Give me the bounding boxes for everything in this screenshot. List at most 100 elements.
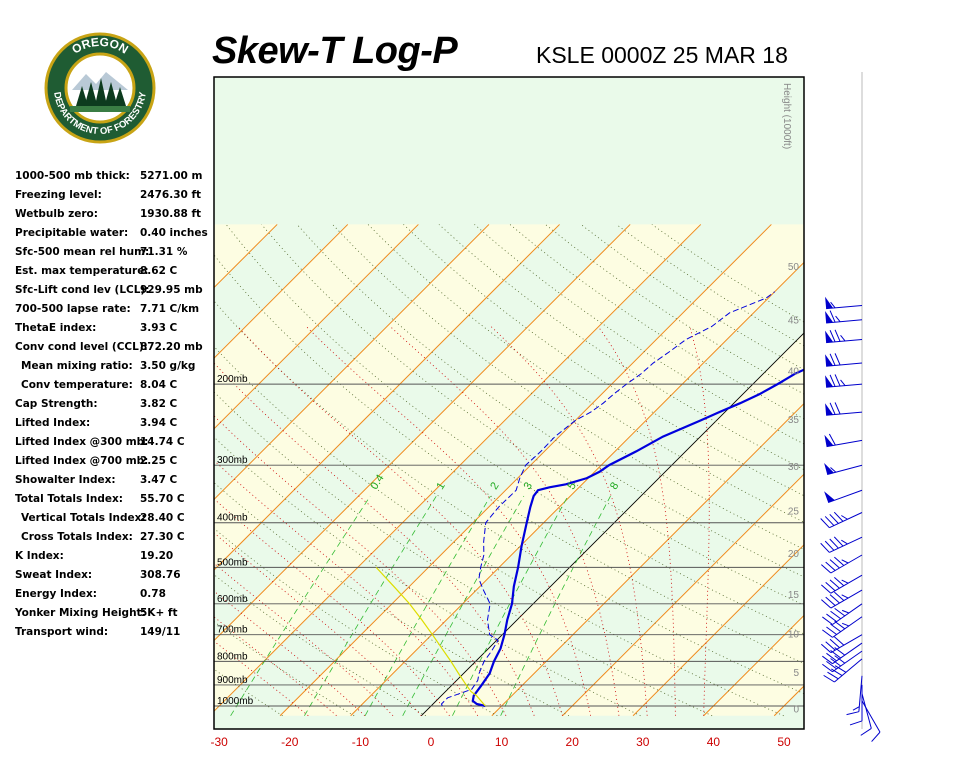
- temperature-tick-label: -10: [352, 735, 370, 749]
- station-time-label: KSLE 0000Z 25 MAR 18: [536, 42, 788, 68]
- dewpoint-profile-line: [440, 291, 775, 707]
- wind-barb: [825, 329, 863, 344]
- stat-label: K Index:: [15, 550, 64, 562]
- stat-value: 28.40 C: [140, 512, 185, 524]
- isotherm-line: [350, 261, 804, 717]
- dry-adiabat: [214, 436, 641, 717]
- wind-barb: [825, 310, 863, 324]
- stat-label: Freezing level:: [15, 189, 102, 201]
- stat-label: 1000-500 mb thick:: [15, 170, 130, 182]
- wind-barb: [822, 603, 863, 625]
- pressure-label: 700mb: [217, 625, 248, 636]
- stat-value: 7.71 C/km: [140, 303, 200, 315]
- wind-barb: [822, 650, 863, 673]
- pressure-label: 600mb: [217, 594, 248, 605]
- mixing-ratio-label: 5: [566, 480, 579, 492]
- height-tick-label: 10: [788, 630, 800, 641]
- wind-barb: [822, 642, 863, 665]
- stat-value: 929.95 mb: [140, 284, 203, 296]
- wind-barb: [824, 489, 863, 504]
- stat-value: 3.82 C: [140, 398, 178, 410]
- stat-value: 5271.00 m: [140, 170, 203, 182]
- stat-label: Lifted Index @300 mb:: [15, 436, 149, 448]
- isotherm-band: [845, 224, 960, 715]
- height-axis-label: Height (1000ft): [781, 83, 792, 149]
- stat-label: Lifted Index:: [15, 417, 91, 429]
- stat-label: Showalter Index:: [15, 474, 116, 486]
- temperature-tick-label: -20: [281, 735, 299, 749]
- stat-value: 1930.88 ft: [140, 208, 202, 220]
- wind-barb: [825, 374, 863, 388]
- plot-background: [214, 77, 804, 729]
- stat-label: Energy Index:: [15, 588, 97, 600]
- stat-label: Sweat Index:: [15, 569, 93, 581]
- temperature-tick-label: 30: [636, 735, 650, 749]
- wind-barb: [821, 634, 863, 654]
- wind-barb: [820, 511, 863, 529]
- dry-adiabat: [261, 224, 804, 606]
- stat-value: 3.50 g/kg: [140, 360, 196, 372]
- height-tick-label: 15: [788, 590, 800, 601]
- stat-label: Lifted Index @700 mb:: [15, 455, 149, 467]
- isotherm-line: [214, 224, 560, 571]
- stat-value: 872.20 mb: [140, 341, 203, 353]
- dry-adiabat: [214, 621, 355, 717]
- logo-trees-icon: [76, 78, 126, 110]
- stat-label: Wetbulb zero:: [15, 208, 98, 220]
- dry-adiabat: [438, 224, 804, 471]
- pressure-label: 200mb: [217, 374, 248, 385]
- stat-label: Sfc-Lift cond lev (LCL):: [15, 284, 150, 296]
- stat-label: Yonker Mixing Height:: [15, 607, 146, 619]
- isotherm-line: [214, 224, 419, 430]
- stat-value: 8.04 C: [140, 379, 178, 391]
- parcel-profile-line: [375, 566, 486, 707]
- mixing-ratio-label: 8: [608, 480, 621, 492]
- dry-adiabat: [332, 224, 804, 550]
- dry-adiabat: [545, 224, 804, 395]
- dry-adiabat: [214, 574, 426, 717]
- wind-barb: [821, 589, 863, 609]
- moist-adiabat: [237, 326, 563, 716]
- dry-adiabat: [296, 224, 804, 578]
- temperature-tick-label: 20: [566, 735, 580, 749]
- stat-label: Cross Totals Index:: [21, 531, 133, 543]
- isotherm-band: [280, 224, 804, 716]
- isotherm-line: [214, 224, 490, 501]
- wind-barb: [825, 353, 863, 367]
- temperature-tick-label: -30: [211, 735, 229, 749]
- isotherm-band: [214, 224, 419, 429]
- stat-value: 8.62 C: [140, 265, 178, 277]
- wind-barb: [860, 693, 872, 736]
- stat-value: 308.76: [140, 569, 181, 581]
- isotherm-line: [0, 224, 207, 715]
- stat-label: Vertical Totals Index:: [21, 512, 146, 524]
- stat-label: Cap Strength:: [15, 398, 98, 410]
- height-tick-label: 25: [788, 506, 800, 517]
- isotherm-line: [420, 332, 804, 717]
- stat-value: 0.78: [140, 588, 166, 600]
- temperature-tick-label: 50: [777, 735, 791, 749]
- moist-adiabat: [306, 326, 592, 716]
- stat-value: 71.31 %: [140, 246, 188, 258]
- wind-barb: [823, 658, 863, 683]
- wind-barb: [821, 554, 863, 574]
- height-tick-label: 35: [788, 415, 800, 426]
- stat-value: 27.30 C: [140, 531, 185, 543]
- dry-adiabat: [403, 224, 804, 497]
- isotherm-band: [703, 615, 804, 716]
- isotherm-band: [214, 224, 278, 288]
- temperature-tick-label: 10: [495, 735, 509, 749]
- moist-adiabat: [597, 326, 676, 716]
- wind-barb: [861, 700, 881, 742]
- isotherm-band: [421, 333, 804, 716]
- height-tick-label: 0: [793, 705, 799, 716]
- stat-label: Est. max temperature:: [15, 265, 149, 277]
- mixing-ratio-label: 1: [434, 480, 447, 492]
- wind-barb: [849, 684, 863, 726]
- height-tick-label: 45: [788, 315, 800, 326]
- stat-label: Precipitable water:: [15, 227, 129, 239]
- isotherm-line: [214, 224, 631, 642]
- stat-label: Conv cond level (CCL):: [15, 341, 148, 353]
- stat-value: 5K+ ft: [140, 607, 178, 619]
- isotherm-line: [214, 224, 349, 359]
